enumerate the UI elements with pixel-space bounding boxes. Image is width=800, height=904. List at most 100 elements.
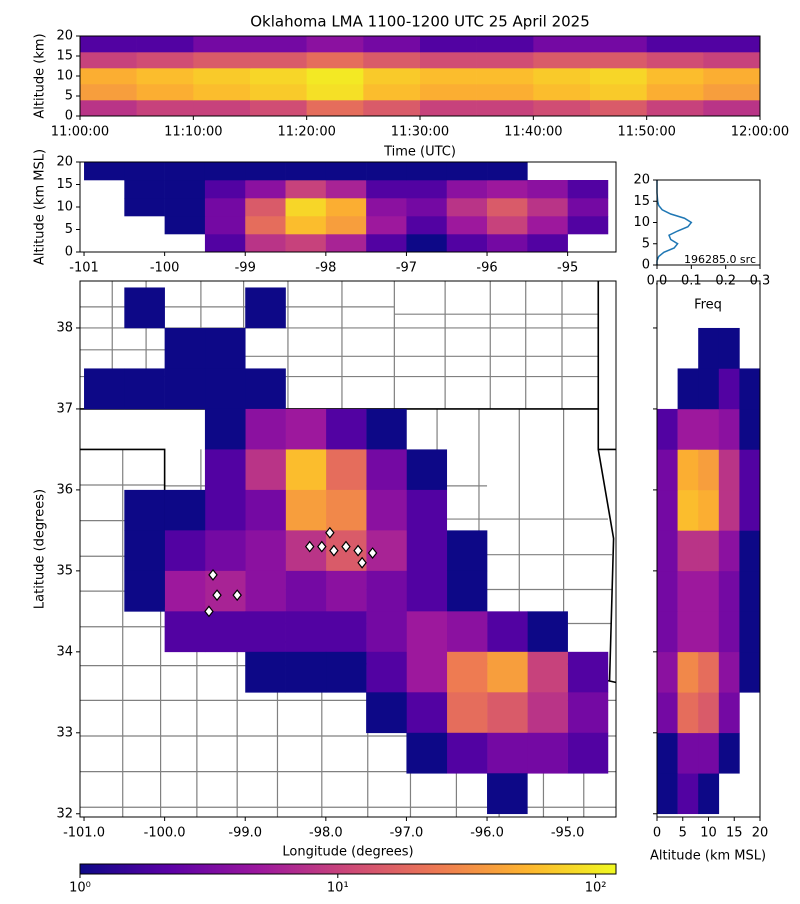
density-cell	[164, 570, 206, 612]
density-cell	[406, 449, 448, 491]
density-cell	[164, 180, 206, 199]
density-cell	[285, 530, 327, 572]
density-cell	[446, 162, 488, 181]
x-tick-label: -99.0	[228, 826, 262, 841]
density-cell	[527, 216, 568, 235]
density-cell	[250, 52, 307, 69]
density-cell	[124, 368, 165, 410]
y-tick-label: 10	[56, 200, 73, 215]
density-cell	[325, 449, 367, 491]
density-cell	[406, 611, 448, 653]
density-cell	[657, 611, 678, 653]
density-cell	[718, 489, 740, 531]
density-cell	[476, 84, 534, 101]
density-cell	[567, 216, 609, 235]
density-cell	[406, 162, 448, 181]
y-tick-label: 0	[65, 109, 73, 124]
density-cell	[245, 408, 286, 450]
density-cell	[136, 84, 194, 101]
density-cell	[718, 651, 740, 693]
density-cell	[446, 570, 488, 612]
density-cell	[527, 198, 568, 217]
density-cell	[136, 68, 194, 85]
density-cell	[366, 408, 407, 450]
density-cell	[698, 327, 720, 369]
density-cell	[703, 36, 761, 53]
density-cell	[406, 180, 448, 199]
y-tick-label: 10	[56, 69, 73, 84]
density-cell	[698, 651, 720, 693]
density-cell	[363, 84, 421, 101]
density-cell	[366, 198, 407, 217]
station-marker	[204, 605, 214, 618]
density-cell	[245, 489, 286, 531]
density-cell	[703, 84, 761, 101]
density-cell	[698, 368, 720, 410]
x-tick-label: -96	[476, 261, 497, 276]
axes-frame	[79, 280, 617, 818]
y-tick-label: 34	[56, 644, 73, 659]
x-tick-label: -97.0	[390, 826, 424, 841]
y-tick-label: 0	[642, 258, 650, 273]
density-cell	[250, 100, 307, 117]
station-marker	[329, 544, 339, 557]
density-cell	[487, 773, 528, 815]
density-cell	[590, 36, 647, 53]
density-cell	[657, 732, 678, 774]
density-cell	[245, 287, 286, 329]
y-tick-label: 20	[56, 29, 73, 44]
density-cell	[325, 234, 367, 253]
density-cell	[124, 530, 165, 572]
density-cell	[285, 489, 327, 531]
density-cell	[698, 530, 720, 572]
density-cell	[245, 611, 286, 653]
density-cell	[193, 84, 251, 101]
x-tick-label: -97	[396, 261, 417, 276]
density-cell	[124, 489, 165, 531]
density-cell	[533, 100, 591, 117]
density-cell	[306, 100, 364, 117]
density-cell	[476, 68, 534, 85]
density-cell	[646, 84, 704, 101]
density-cell	[250, 84, 307, 101]
density-cell	[325, 489, 367, 531]
density-cell	[245, 530, 286, 572]
density-cell	[204, 368, 246, 410]
density-cell	[487, 692, 528, 734]
station-marker	[353, 544, 363, 557]
density-cell	[285, 611, 327, 653]
density-cell	[245, 198, 286, 217]
density-cell	[406, 651, 448, 693]
station-marker	[212, 589, 222, 602]
x-tick-label: -98	[315, 261, 336, 276]
density-cell	[446, 692, 488, 734]
y-axis-label: Altitude (km)	[33, 33, 48, 118]
density-cell	[590, 68, 647, 85]
density-cell	[739, 570, 761, 612]
station-marker	[317, 540, 327, 553]
x-tick-label: -95.0	[551, 826, 585, 841]
density-cell	[363, 68, 421, 85]
density-cell	[657, 692, 678, 734]
density-cell	[718, 611, 740, 653]
y-axis-label: Latitude (degrees)	[33, 489, 48, 609]
density-cell	[250, 36, 307, 53]
density-cell	[646, 100, 704, 117]
density-cell	[204, 408, 246, 450]
density-cell	[366, 216, 407, 235]
density-cell	[285, 162, 327, 181]
x-tick-label: 11:10:00	[164, 125, 222, 140]
density-cell	[363, 100, 421, 117]
density-cell	[366, 692, 407, 734]
x-tick-label: 5	[679, 826, 687, 841]
annotation: 196285.0 src	[684, 253, 756, 266]
density-cell	[446, 732, 488, 774]
density-cell	[84, 368, 125, 410]
density-cell	[164, 530, 206, 572]
density-cell	[487, 198, 528, 217]
density-cell	[527, 611, 568, 653]
x-tick-label: -100	[150, 261, 180, 276]
density-cell	[677, 732, 699, 774]
density-cell	[739, 611, 761, 653]
y-tick-label: 20	[633, 173, 650, 188]
